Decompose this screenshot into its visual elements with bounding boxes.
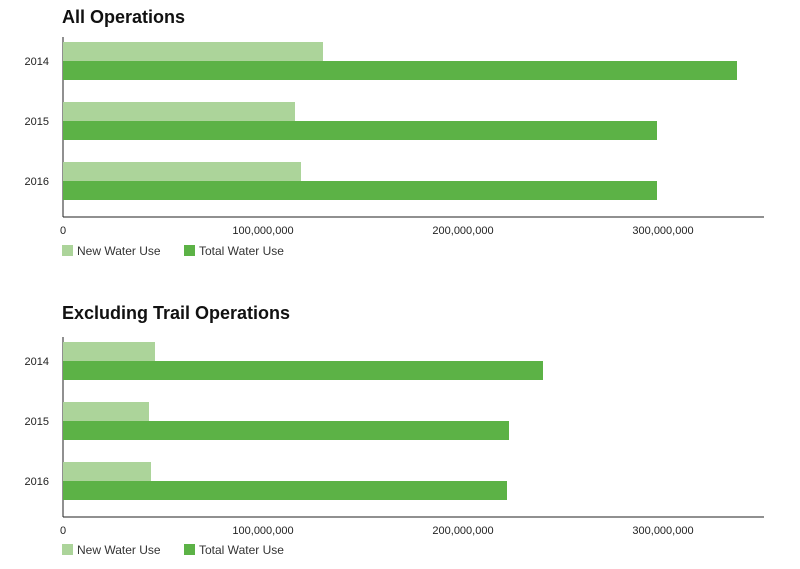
chart-2: Excluding Trail Operations 2014 2015 2016 0 1…: [25, 303, 764, 557]
bar-total-water-use-2016: [63, 181, 657, 200]
bar-new-water-use-2015: [63, 402, 149, 421]
category-label: 2016: [25, 176, 49, 188]
chart-title: All Operations: [62, 7, 185, 27]
legend-label: New Water Use: [77, 543, 161, 557]
legend-swatch-new-water-use: [62, 245, 73, 256]
bar-total-water-use-2015: [63, 121, 657, 140]
x-tick-label: 300,000,000: [632, 525, 693, 537]
legend-swatch-total-water-use: [184, 544, 195, 555]
bar-new-water-use-2014: [63, 342, 155, 361]
bar-total-water-use-2014: [63, 61, 737, 80]
category-label: 2015: [25, 116, 49, 128]
legend-swatch-total-water-use: [184, 245, 195, 256]
x-tick-label: 0: [60, 525, 66, 537]
category-label: 2015: [25, 416, 49, 428]
bar-new-water-use-2016: [63, 162, 301, 181]
chart-1: All Operations 2014 2015 2016 0 100,000,000 20…: [25, 7, 764, 258]
bar-new-water-use-2016: [63, 462, 151, 481]
bar-total-water-use-2016: [63, 481, 507, 500]
x-tick-label: 200,000,000: [432, 525, 493, 537]
legend-label: Total Water Use: [199, 543, 284, 557]
legend-label: New Water Use: [77, 244, 161, 258]
bar-new-water-use-2014: [63, 42, 323, 61]
category-label: 2014: [25, 56, 49, 68]
category-label: 2014: [25, 356, 49, 368]
x-tick-label: 100,000,000: [232, 525, 293, 537]
legend-swatch-new-water-use: [62, 544, 73, 555]
legend-label: Total Water Use: [199, 244, 284, 258]
bar-total-water-use-2015: [63, 421, 509, 440]
chart-title: Excluding Trail Operations: [62, 303, 290, 323]
bar-total-water-use-2014: [63, 361, 543, 380]
x-tick-label: 200,000,000: [432, 225, 493, 237]
bar-new-water-use-2015: [63, 102, 295, 121]
x-tick-label: 300,000,000: [632, 225, 693, 237]
x-tick-label: 100,000,000: [232, 225, 293, 237]
x-tick-label: 0: [60, 225, 66, 237]
category-label: 2016: [25, 476, 49, 488]
